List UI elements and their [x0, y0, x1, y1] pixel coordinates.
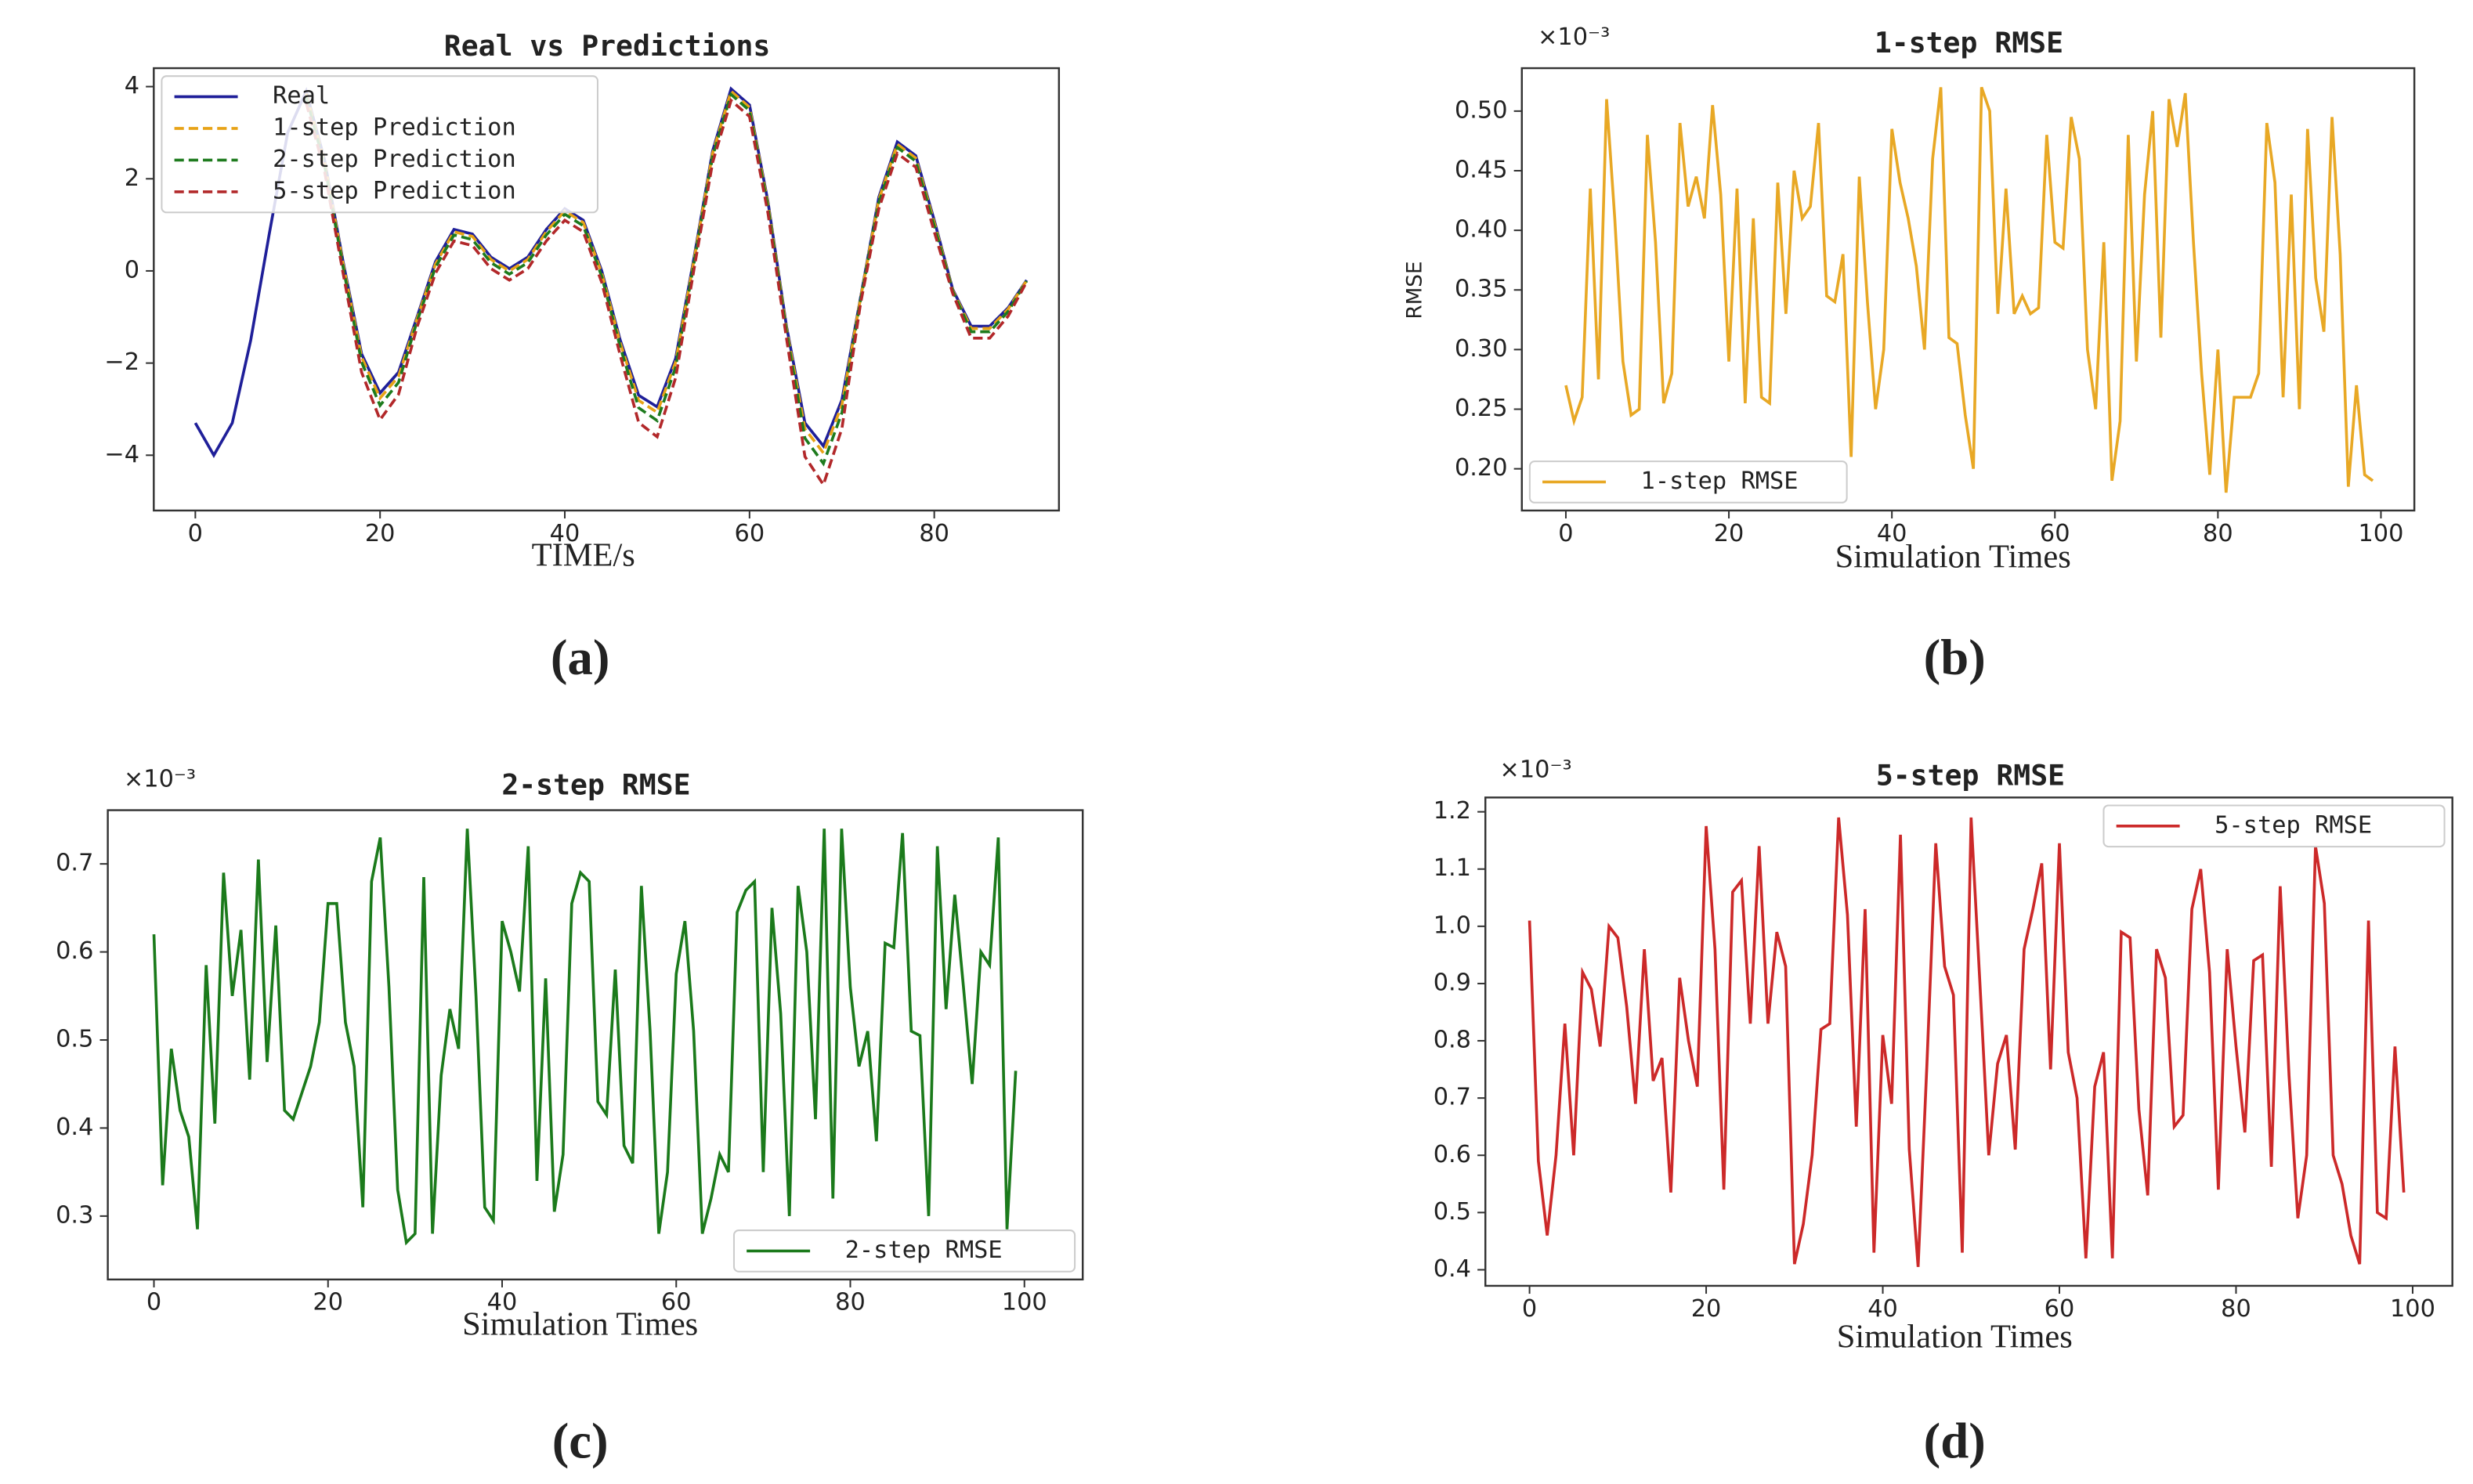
x-tick-label: 40: [1877, 520, 1907, 547]
legend-label: 2-step Prediction: [273, 146, 516, 173]
data-line: [305, 97, 1029, 489]
panel-label: (b): [1924, 630, 1986, 686]
x-tick-label: 40: [1867, 1295, 1898, 1323]
y-tick-label: 0.45: [1455, 156, 1508, 183]
chart-title: 2-step RMSE: [501, 768, 690, 802]
y-tick-label: 0.8: [1434, 1027, 1471, 1054]
x-tick-label: 20: [1714, 520, 1744, 547]
y-tick-label: 0.4: [56, 1114, 93, 1141]
x-tick-label: 60: [661, 1289, 692, 1316]
y-tick-label: 4: [125, 72, 139, 99]
legend-label: 1-step Prediction: [273, 114, 516, 141]
y-tick-label: 0.40: [1455, 216, 1508, 244]
legend-box: [2102, 804, 2446, 848]
y-tick-label: 0.5: [56, 1026, 93, 1053]
offset-label: ×10⁻³: [124, 766, 196, 793]
legend-box: [161, 75, 598, 214]
panel-label: (a): [551, 630, 610, 686]
x-tick-label: 0: [1558, 520, 1573, 547]
y-tick-label: 0.6: [56, 937, 93, 965]
y-tick-label: 0.3: [56, 1201, 93, 1229]
y-tick-label: 0.25: [1455, 395, 1508, 422]
x-axis-label: TIME/s: [532, 536, 635, 573]
chart-title: 1-step RMSE: [1875, 26, 2063, 60]
x-axis-label: Simulation Times: [1837, 1319, 2073, 1356]
x-tick-label: 100: [2358, 520, 2403, 547]
x-tick-label: 20: [1691, 1295, 1722, 1323]
data-line: [152, 829, 1018, 1246]
x-tick-label: 0: [1522, 1295, 1537, 1323]
y-tick-label: −2: [104, 348, 139, 376]
y-tick-label: 0.7: [56, 850, 93, 877]
x-axis-label: Simulation Times: [462, 1305, 698, 1342]
y-tick-label: 2: [125, 164, 139, 192]
x-tick-label: 60: [2040, 520, 2070, 547]
x-tick-label: 0: [146, 1289, 161, 1316]
y-tick-label: 0.35: [1455, 276, 1508, 303]
chart-title: Real vs Predictions: [444, 29, 771, 63]
x-tick-label: 20: [313, 1289, 343, 1316]
data-line: [1564, 86, 2374, 493]
y-axis-label: RMSE: [1404, 261, 1427, 319]
y-tick-label: 0.50: [1455, 96, 1508, 124]
x-axis-label: Simulation Times: [1835, 538, 2071, 575]
y-tick-label: 0.9: [1434, 969, 1471, 996]
x-tick-label: 100: [2390, 1295, 2435, 1323]
x-tick-label: 20: [365, 520, 396, 547]
y-tick-label: 1.1: [1434, 854, 1471, 882]
offset-label: ×10⁻³: [1499, 756, 1571, 783]
panel-label: (d): [1924, 1413, 1986, 1469]
axes-frame: [107, 809, 1084, 1281]
legend-label: 2-step RMSE: [845, 1237, 1003, 1264]
legend-box: [732, 1229, 1076, 1273]
x-tick-label: 100: [1002, 1289, 1047, 1316]
y-tick-label: 0.7: [1434, 1084, 1471, 1111]
offset-label: ×10⁻³: [1538, 23, 1610, 51]
legend-label: 1-step RMSE: [1641, 468, 1799, 495]
y-tick-label: −4: [104, 441, 139, 468]
y-tick-label: 0.20: [1455, 454, 1508, 482]
x-tick-label: 80: [2221, 1295, 2251, 1323]
y-tick-label: 0.30: [1455, 335, 1508, 363]
axes-frame: [1484, 796, 2453, 1287]
y-tick-label: 1.0: [1434, 912, 1471, 939]
legend-label: Real: [273, 82, 330, 110]
x-tick-label: 40: [487, 1289, 518, 1316]
x-tick-label: 40: [550, 520, 580, 547]
x-tick-label: 80: [835, 1289, 866, 1316]
axes-frame: [153, 67, 1061, 512]
legend-label: 5-step Prediction: [273, 177, 516, 204]
y-tick-label: 0.6: [1434, 1141, 1471, 1168]
x-tick-label: 0: [188, 520, 203, 547]
axes-frame: [1520, 67, 2416, 512]
x-tick-label: 80: [919, 520, 949, 547]
legend-box: [1528, 460, 1848, 504]
x-tick-label: 60: [735, 520, 765, 547]
data-line: [305, 92, 1029, 467]
x-tick-label: 80: [2203, 520, 2233, 547]
y-tick-label: 1.2: [1434, 797, 1471, 825]
legend-label: 5-step RMSE: [2214, 811, 2372, 839]
y-tick-label: 0.4: [1434, 1255, 1471, 1283]
x-tick-label: 60: [2045, 1295, 2075, 1323]
y-tick-label: 0: [125, 256, 139, 283]
chart-title: 5-step RMSE: [1876, 759, 2065, 793]
data-line: [1528, 817, 2406, 1267]
y-tick-label: 0.5: [1434, 1198, 1471, 1226]
panel-label: (c): [552, 1413, 609, 1469]
